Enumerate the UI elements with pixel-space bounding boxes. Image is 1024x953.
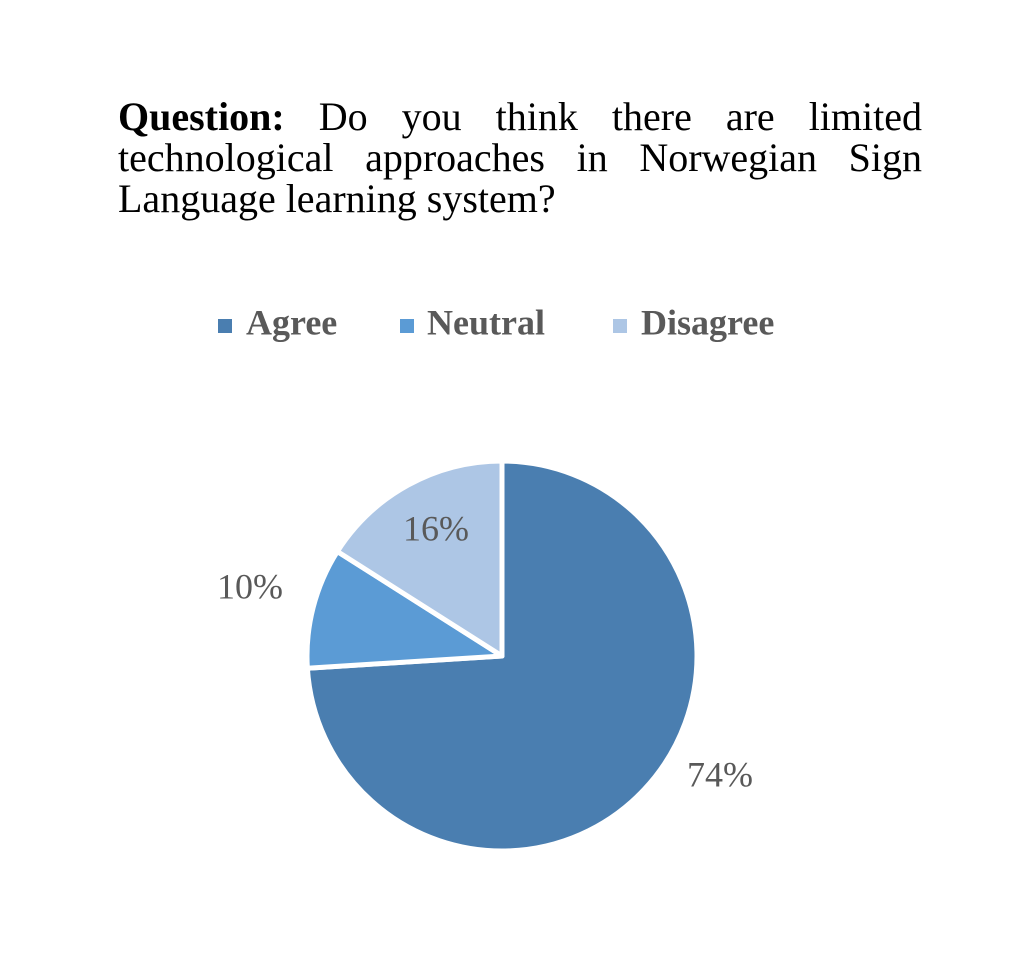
legend-label: Neutral: [427, 302, 545, 342]
value-label: 10%: [217, 566, 283, 606]
legend-swatch: [218, 319, 232, 333]
legend-swatch: [613, 319, 627, 333]
title-text: Do you think there are limited technolog…: [118, 94, 923, 221]
value-label: 74%: [687, 754, 753, 794]
legend-label: Agree: [246, 302, 337, 342]
title-label: Question:: [118, 94, 285, 139]
pie-slice: [334, 458, 505, 659]
chart-title: Question: Do you think there are limited…: [118, 96, 922, 219]
legend-label: Disagree: [641, 302, 774, 342]
pie-slice: [304, 549, 505, 671]
legend-swatch: [400, 319, 414, 333]
value-label: 16%: [403, 508, 469, 548]
